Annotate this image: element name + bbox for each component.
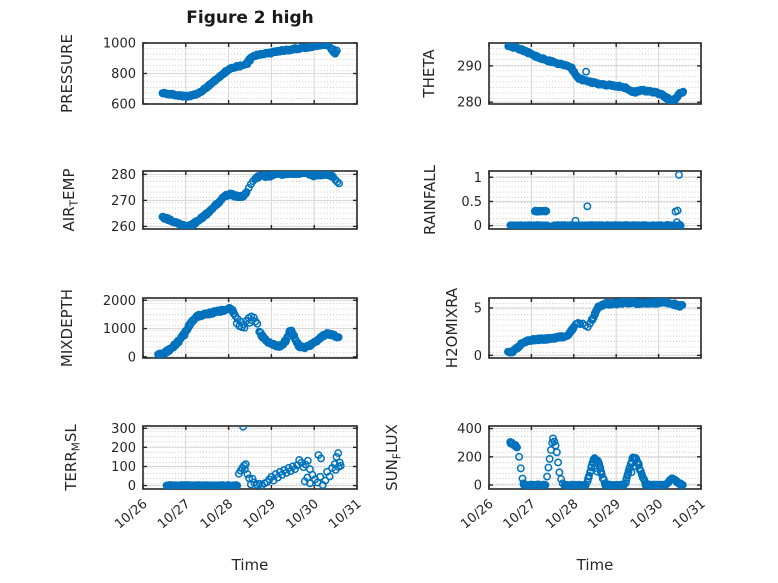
y-axis-label-h2omixra: H2OMIXRA (443, 287, 461, 368)
subplot-air-temp: 260 270 280 AIRTEMP (60, 168, 358, 235)
figure-title: Figure 2 high (186, 8, 314, 28)
axes-box (488, 297, 702, 359)
axes-box (488, 425, 702, 490)
axes-box (142, 425, 358, 490)
x-tick-label: 10/29 (585, 497, 623, 533)
x-tick-label: 10/30 (283, 497, 321, 533)
y-tick-labels: 0 100 200 300 (111, 422, 136, 494)
minor-grid (490, 48, 700, 99)
minor-grid (490, 175, 700, 225)
tick-marks (142, 42, 358, 105)
data-points (506, 171, 685, 229)
tick-marks (142, 426, 358, 489)
y-tick-labels: 600 800 1000 (103, 37, 136, 113)
y-axis-label-terr-msl: TERRMSL (62, 424, 83, 492)
x-axis-label: Time (576, 556, 614, 574)
data-points (158, 43, 341, 101)
y-tick-label: 2000 (103, 294, 136, 309)
y-tick-label: 200 (457, 450, 482, 465)
y-tick-label: 5 (474, 301, 482, 316)
data-points (162, 426, 345, 489)
y-tick-labels: 00.51 (461, 171, 482, 234)
major-grid (143, 426, 357, 489)
axes-box (488, 42, 702, 105)
y-tick-labels: 0 1000 2000 (103, 294, 136, 366)
tick-marks (142, 171, 358, 229)
y-tick-label: 290 (457, 59, 482, 74)
x-axis-label: Time (231, 556, 269, 574)
x-tick-label: 10/29 (241, 497, 279, 533)
y-axis-label-sun-flux: SUNFLUX (383, 424, 404, 491)
y-tick-label: 300 (111, 422, 136, 437)
data-points (158, 171, 343, 229)
x-tick-label: 10/26 (458, 497, 496, 533)
y-tick-label: 600 (111, 98, 136, 113)
x-tick-label: 10/26 (112, 497, 150, 533)
y-axis-label-pressure: PRESSURE (58, 34, 76, 113)
y-axis-label-theta: THETA (420, 49, 438, 99)
y-tick-label: 0 (474, 479, 482, 494)
y-tick-label: 1 (474, 171, 482, 186)
tick-marks (488, 43, 702, 104)
y-tick-label: 800 (111, 67, 136, 82)
tick-marks (142, 298, 358, 358)
y-tick-labels: 280 290 (457, 59, 482, 110)
x-tick-label: 10/28 (543, 497, 581, 533)
y-tick-label: 270 (111, 194, 136, 209)
y-tick-label: 0 (128, 350, 136, 365)
y-tick-label: 400 (457, 422, 482, 437)
subplot-sun-flux: 0 200 400 SUNFLUX 10/26 10/27 10/28 10/29 10/30 1… (383, 422, 709, 574)
x-tick-label: 10/31 (326, 497, 364, 533)
data-points (506, 434, 687, 489)
data-points (504, 298, 687, 357)
x-tick-label: 10/27 (501, 497, 539, 533)
x-tick-label: 10/30 (628, 497, 666, 533)
subplot-mixdepth: 0 1000 2000 MIXDEPTH (58, 289, 358, 367)
y-axis-label-rainfall: RAINFALL (421, 164, 439, 235)
y-tick-label: 0 (128, 479, 136, 494)
y-tick-label: 1000 (103, 322, 136, 337)
y-tick-labels: 0 200 400 (457, 422, 482, 494)
y-tick-labels: 260 270 280 (111, 168, 136, 235)
x-tick-labels: 10/26 10/27 10/28 10/29 10/30 10/31 (112, 497, 364, 533)
subplot-theta: 280 290 THETA (420, 42, 702, 111)
y-tick-label: 280 (111, 168, 136, 183)
x-tick-labels: 10/26 10/27 10/28 10/29 10/30 10/31 (458, 497, 708, 533)
y-tick-label: 280 (457, 96, 482, 111)
major-grid (489, 171, 701, 229)
x-tick-label: 10/31 (670, 497, 708, 533)
data-points (154, 303, 343, 358)
y-tick-label: 100 (111, 460, 136, 475)
y-tick-label: 0.5 (461, 195, 482, 210)
y-tick-label: 0 (474, 219, 482, 234)
x-tick-label: 10/28 (198, 497, 236, 533)
y-tick-label: 0 (474, 349, 482, 364)
y-tick-label: 1000 (103, 37, 136, 52)
y-axis-label-air-temp: AIRTEMP (60, 169, 81, 232)
data-points (504, 43, 688, 104)
x-tick-label: 10/27 (155, 497, 193, 533)
y-tick-labels: 05 (474, 301, 482, 363)
y-tick-label: 200 (111, 441, 136, 456)
y-axis-label-mixdepth: MIXDEPTH (58, 289, 76, 367)
tick-marks (488, 298, 702, 358)
tick-marks (488, 171, 702, 229)
axes-box (488, 170, 702, 230)
y-tick-label: 260 (111, 220, 136, 235)
major-grid (143, 298, 357, 358)
subplot-pressure: 600 800 1000 PRESSURE (58, 34, 358, 113)
